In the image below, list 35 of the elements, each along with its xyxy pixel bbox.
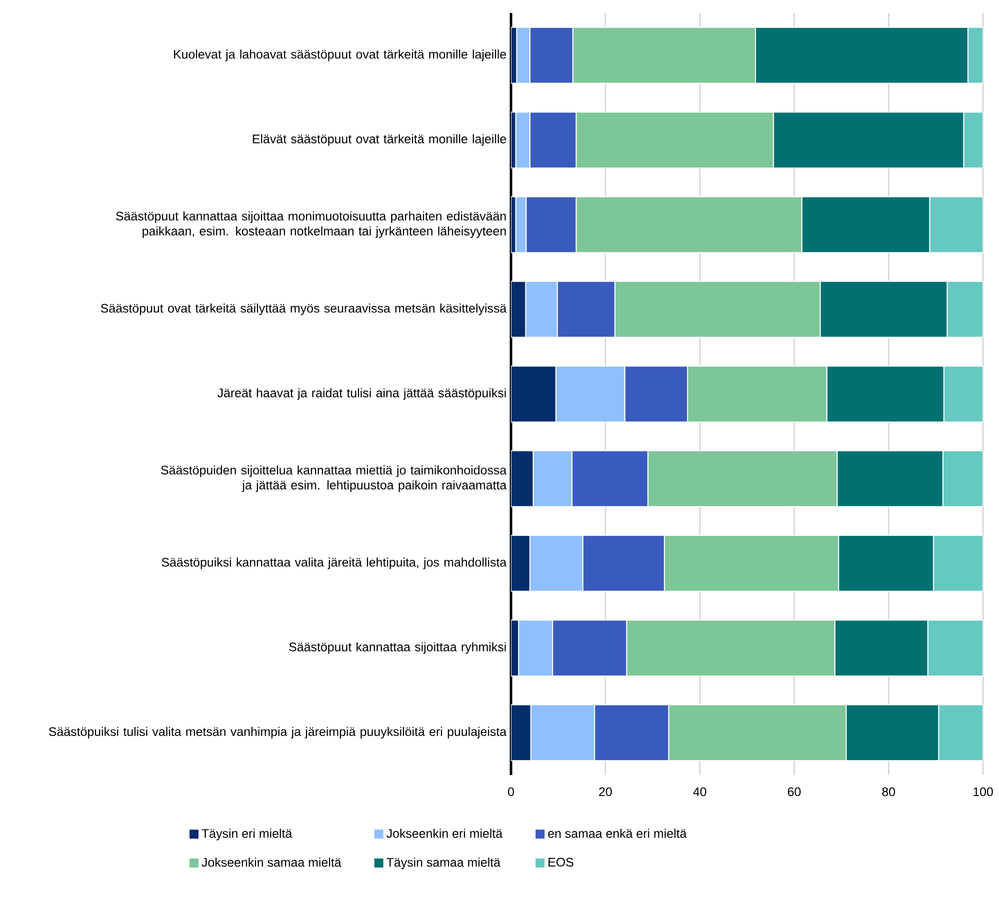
y-tick-label: Säästöpuut kannattaa sijoittaa ryhmiksi <box>289 642 506 654</box>
legend-label: Jokseenkin samaa mieltä <box>202 858 342 867</box>
x-tick-label: 40 <box>693 787 706 796</box>
legend-label: EOS <box>548 858 574 867</box>
y-tick-label: Säästöpuiksi tulisi valita metsän vanhimpia ja järeimpiä puuyksilöitä eri puulajeista <box>48 726 507 738</box>
y-tick-label: Kuolevat ja lahoavat säästöpuut ovat tärkeitä monille lajeille <box>174 50 506 62</box>
bar <box>967 26 984 84</box>
legend-label: Jokseenkin eri mieltä <box>386 828 503 838</box>
x-tick-label: 80 <box>882 787 896 796</box>
x-tick-label: 60 <box>788 787 801 796</box>
bar <box>927 620 984 676</box>
y-tick-label: Säästöpuut kannattaa sijoittaa monimuotoisuutta parhaiten edistävään paikkaan, esim. kosteaan notkelmaan tai jyrkänteen läheisyyteen <box>116 211 506 238</box>
bar <box>511 280 526 338</box>
x-tick-label: 0 <box>508 787 514 796</box>
bar <box>946 280 984 338</box>
bar <box>938 704 984 762</box>
bar <box>943 366 984 422</box>
bar <box>511 534 530 592</box>
y-tick-label: Säästöpuut ovat tärkeitä säilyttää myös seuraavissa metsän käsittelyissä <box>100 304 507 316</box>
bar <box>511 450 534 508</box>
y-tick-label: Elävät säästöpuut ovat tärkeitä monille lajeille <box>252 134 506 146</box>
legend-label: en samaa enkä eri mieltä <box>548 828 687 838</box>
legend-label: Täysin eri mieltä <box>202 828 292 840</box>
bar <box>929 196 984 254</box>
x-tick-label: 20 <box>599 787 612 796</box>
y-tick-label: Järeät haavat ja raidat tulisi aina jättää säästöpuiksi <box>217 388 506 400</box>
bar <box>932 534 984 592</box>
x-tick-label: 100 <box>974 787 993 796</box>
bar <box>511 704 532 762</box>
bar <box>511 366 556 422</box>
y-tick-label: Säästöpuiden sijoittelua kannattaa miettiä jo taimikonhoidossa ja jättää esim. lehtipuustoa paikoin raivaamatta <box>161 465 507 492</box>
bar <box>942 450 984 508</box>
y-tick-label: Säästöpuiksi kannattaa valita järeitä lehtipuita, jos mahdollista <box>162 558 507 570</box>
legend-label: Täysin samaa mieltä <box>386 858 500 870</box>
bar <box>963 112 984 168</box>
